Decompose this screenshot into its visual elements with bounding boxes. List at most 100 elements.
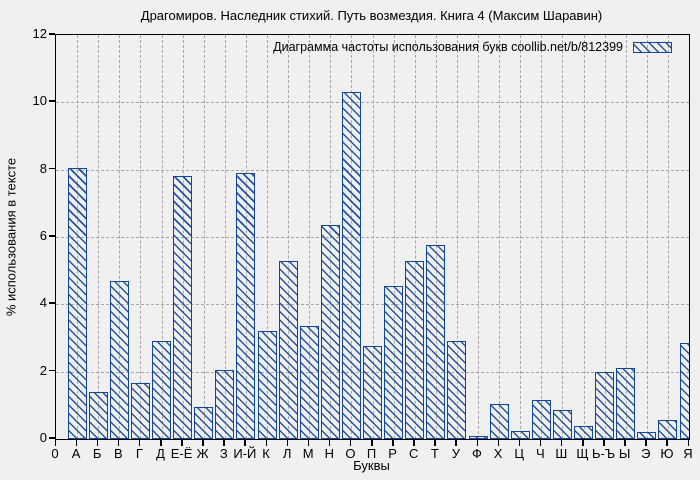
- bar-И-Й: [236, 173, 256, 439]
- gridline-vertical: [224, 35, 226, 439]
- x-tick-label: Р: [388, 446, 397, 461]
- gridline-vertical: [309, 35, 311, 439]
- gridline-vertical: [456, 35, 458, 439]
- x-tick-mark: [687, 439, 689, 446]
- bar-Щ: [574, 426, 593, 439]
- gridline-vertical: [98, 35, 100, 439]
- x-tick-label: Э: [641, 446, 651, 461]
- gridline-vertical: [689, 35, 690, 439]
- x-tick-label: З: [219, 446, 228, 461]
- x-tick-label: В: [113, 446, 123, 461]
- x-tick-label: С: [408, 446, 419, 461]
- bar-Э: [637, 431, 657, 439]
- bar-Х: [489, 403, 509, 439]
- x-tick-mark: [560, 439, 563, 446]
- gridline-vertical: [646, 35, 648, 439]
- x-tick-mark: [666, 439, 668, 446]
- legend-label: Диаграмма частоты использования букв coo…: [273, 40, 623, 54]
- x-tick-mark: [117, 439, 120, 446]
- gridline-vertical: [478, 35, 479, 439]
- x-tick-mark: [645, 439, 647, 446]
- gridline-vertical: [625, 35, 627, 439]
- gridline-vertical: [372, 35, 374, 439]
- gridline-vertical: [604, 35, 606, 439]
- x-tick-label: Ю: [660, 446, 674, 461]
- bar-К: [257, 331, 277, 439]
- x-tick-label: Ч: [535, 446, 545, 461]
- x-tick-mark: [518, 439, 521, 446]
- x-tick-label: Ж: [196, 446, 209, 461]
- x-tick-mark: [181, 439, 183, 446]
- x-tick-label: Т: [430, 446, 439, 461]
- x-tick-mark: [265, 439, 267, 446]
- bar-Ы: [616, 368, 636, 439]
- y-tick-label: 6: [39, 228, 47, 243]
- x-tick-mark: [455, 439, 457, 446]
- gridline-vertical: [203, 35, 205, 439]
- y-tick-mark: [49, 100, 55, 102]
- x-tick-mark: [96, 439, 99, 446]
- bar-Т: [426, 245, 446, 439]
- gridline-vertical: [288, 35, 290, 439]
- bar-Ь-Ъ: [595, 371, 615, 439]
- bar-Ш: [552, 410, 572, 439]
- bar-П: [363, 346, 382, 439]
- x-tick-label: Е-Ё: [170, 446, 193, 461]
- y-tick-label: 8: [39, 160, 47, 176]
- x-tick-mark: [138, 439, 141, 446]
- y-tick-mark: [49, 437, 55, 439]
- x-tick-mark: [582, 439, 584, 446]
- gridline-vertical: [435, 35, 437, 439]
- y-tick-mark: [49, 302, 55, 304]
- bar-Н: [320, 225, 340, 439]
- y-tick-label: 2: [39, 362, 47, 378]
- x-tick-mark: [54, 439, 56, 446]
- gridline-vertical: [667, 35, 669, 439]
- gridline-vertical: [562, 35, 564, 439]
- y-tick-mark: [49, 33, 55, 35]
- x-tick-mark: [75, 439, 78, 446]
- x-tick-label: А: [71, 446, 81, 461]
- gridline-vertical: [393, 35, 395, 439]
- x-tick-label: П: [366, 446, 377, 461]
- x-tick-mark: [497, 439, 500, 446]
- x-tick-label: К: [262, 446, 270, 461]
- x-tick-mark: [244, 439, 246, 446]
- x-tick-mark: [223, 439, 225, 446]
- x-tick-mark: [392, 439, 394, 446]
- y-tick-mark: [49, 235, 55, 237]
- plot-area: Диаграмма частоты использования букв coo…: [55, 34, 690, 440]
- bar-М: [299, 326, 319, 439]
- x-tick-mark: [286, 439, 289, 446]
- bar-Л: [278, 260, 298, 439]
- x-tick-mark: [624, 439, 626, 446]
- bar-Г: [130, 383, 150, 439]
- x-tick-label: Ф: [472, 446, 482, 461]
- x-tick-label: Щ: [576, 446, 589, 461]
- gridline-vertical: [414, 35, 416, 439]
- bar-А: [67, 167, 87, 439]
- bar-З: [215, 369, 235, 439]
- chart-title: Драгомиров. Наследник стихий. Путь возме…: [140, 8, 603, 23]
- x-tick-label: 0: [51, 446, 59, 461]
- legend: Диаграмма частоты использования букв coo…: [273, 40, 672, 54]
- x-tick-mark: [476, 439, 478, 446]
- x-tick-mark: [413, 439, 415, 446]
- x-tick-label: Х: [493, 446, 503, 461]
- x-tick-mark: [202, 439, 204, 446]
- x-tick-label: У: [451, 446, 461, 461]
- x-tick-label: Ь-Ъ: [592, 446, 616, 461]
- x-tick-label: Ц: [514, 446, 524, 461]
- x-tick-mark: [434, 439, 436, 446]
- bar-Ф: [468, 436, 488, 439]
- y-tick-label: 12: [32, 26, 47, 41]
- x-tick-label: Ш: [555, 446, 568, 461]
- x-tick-label: М: [302, 446, 314, 461]
- gridline-vertical: [499, 35, 501, 439]
- gridline-vertical: [267, 35, 268, 439]
- bar-Д: [152, 341, 171, 439]
- x-tick-label: Л: [282, 446, 292, 461]
- bar-В: [109, 280, 129, 439]
- bar-Я: [679, 343, 689, 439]
